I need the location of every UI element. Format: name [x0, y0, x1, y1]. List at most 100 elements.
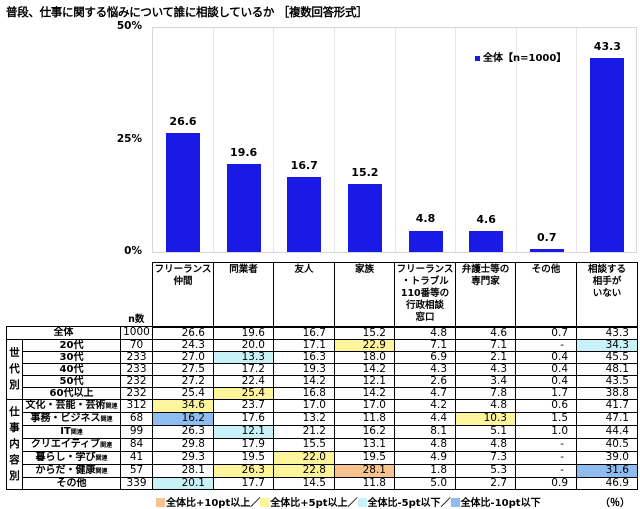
cell-value: 24.3: [152, 339, 214, 352]
row-label-text: 50代: [59, 375, 84, 387]
column-header-line: 行政相談: [405, 300, 444, 311]
cell-value: 1.8: [394, 464, 456, 478]
table-row: からだ・健康関連 57 28.1 26.3 22.8 28.1 1.8 5.3-31.6: [7, 463, 638, 478]
row-label: 50代: [22, 374, 121, 388]
row-label-text: 30代: [59, 351, 84, 363]
row-n: 68: [120, 411, 153, 426]
row-label-suffix: 関連: [100, 441, 113, 449]
cell-value: 26.3: [152, 425, 214, 439]
column-header-line: いない: [592, 288, 622, 299]
cell-value: 17.0: [334, 399, 395, 413]
column-header-line: 弁護士等の: [461, 264, 510, 275]
table-row: 世代別 20代 70 24.3 20.0 17.1 22.9 7.1 7.1-34.3: [6, 338, 638, 400]
column-header: 相談する 相手が いない: [576, 262, 638, 328]
grid-line: [394, 28, 396, 252]
legend-swatch: [156, 498, 165, 507]
row-n: 99: [120, 424, 153, 439]
row-label-text: IT: [60, 425, 71, 437]
row-n: 84: [120, 437, 153, 452]
cell-value: 0.7: [515, 326, 577, 340]
column-header: 同業者: [213, 262, 274, 328]
cell-value: 11.8: [334, 412, 395, 426]
cell-value: 5.1: [455, 425, 516, 439]
row-label-suffix: 関連: [95, 454, 108, 462]
cell-value: 15.2: [334, 326, 395, 340]
cell-value: 16.2: [152, 412, 214, 426]
bar: [469, 231, 504, 252]
grid-line: [333, 28, 335, 252]
column-header-line: 110番等の: [400, 288, 450, 299]
row-label-text: その他: [56, 477, 87, 489]
cell-value: 12.1: [334, 375, 395, 388]
cell-value: 29.3: [152, 451, 214, 465]
bar-value-label: 26.6: [169, 114, 197, 128]
column-header-line: 友人: [294, 264, 314, 275]
cell-value: 18.0: [334, 351, 395, 364]
cell-value: 4.9: [394, 451, 456, 465]
cell-value: 17.6: [213, 412, 274, 426]
bar: [529, 248, 564, 252]
cell-value: 13.1: [334, 438, 395, 452]
cell-value: 20.1: [152, 477, 214, 490]
table-row: その他 339 20.1 17.7 14.5 11.8 5.0 2.7 0.9 46.9: [7, 476, 638, 490]
legend-swatch: [475, 55, 480, 61]
column-header-line: 同業者: [229, 264, 258, 275]
cell-value: 15.5: [273, 438, 335, 452]
row-label-text: 20代: [59, 339, 84, 351]
cell-value: 1.7: [515, 387, 577, 400]
cell-value: 14.2: [273, 375, 335, 388]
column-header: 弁護士等の 専門家: [455, 262, 516, 328]
cell-value: 2.1: [455, 351, 516, 364]
cell-value: 7.1: [455, 339, 516, 352]
cell-value: 22.9: [334, 339, 395, 352]
cell-value: 17.2: [213, 363, 274, 376]
grid-line: [515, 28, 517, 252]
cell-value: 7.8: [455, 387, 516, 400]
row-label-text: からだ・健康: [35, 464, 96, 476]
bar-value-label: 19.6: [230, 146, 258, 160]
y-tick-25: 25%: [116, 133, 142, 145]
table-row: 40代 233 27.5 17.2 19.3 14.2 4.3 4.3 0.4 48.1: [7, 362, 638, 376]
legend-label: 全体比+5pt以上: [270, 498, 348, 509]
cell-value: 43.5: [576, 375, 638, 388]
row-label-text: 60代以上: [49, 387, 94, 399]
y-tick-50: 50%: [116, 20, 142, 32]
column-header-line: 家族: [354, 264, 374, 275]
row-label-text: 40代: [59, 363, 84, 375]
cell-value: 19.5: [213, 451, 274, 465]
row-label-text: 暮らし・学び: [35, 451, 96, 463]
cell-value: 4.4: [394, 412, 456, 426]
table-row-total: 全体 1000 26.6 19.6 16.7 15.2 4.8 4.6 0.7 43.3: [6, 326, 638, 340]
column-header: 家族: [334, 262, 395, 328]
cell-value: 48.1: [576, 363, 638, 376]
cell-value: -: [515, 438, 577, 452]
row-n: 1000: [120, 326, 153, 340]
cell-value: 17.1: [273, 339, 335, 352]
cell-value: 34.6: [152, 399, 214, 413]
column-header-line: ・トラブル: [401, 276, 449, 287]
cell-value: 4.8: [455, 438, 516, 452]
cell-value: 4.7: [394, 387, 456, 400]
cell-value: -: [515, 464, 577, 478]
row-label: 20代: [22, 338, 121, 352]
column-header: フリーランス ・トラブル 110番等の 行政相談 窓口: [394, 262, 456, 328]
legend-label: 全体比+10pt以上: [166, 498, 251, 509]
row-n: 41: [120, 450, 153, 465]
row-n: 232: [120, 386, 153, 400]
cell-value: 19.3: [273, 363, 335, 376]
cell-value: 23.7: [213, 399, 274, 413]
legend-label: 全体【n=1000】: [483, 53, 567, 64]
cell-value: 4.3: [455, 363, 516, 376]
column-header-line: その他: [531, 264, 561, 275]
cell-value: 17.7: [213, 477, 274, 490]
cell-value: 7.3: [455, 451, 516, 465]
cell-value: 4.2: [394, 399, 456, 413]
cell-value: 16.8: [273, 387, 335, 400]
row-label: その他: [22, 476, 121, 490]
cell-value: 27.2: [152, 375, 214, 388]
cell-value: 47.1: [576, 412, 638, 426]
table-row: 暮らし・学び関連 41 29.3 19.5 22.0 19.5 4.9 7.3-39.0: [7, 450, 638, 465]
cell-value: 46.9: [576, 477, 638, 490]
cell-value: 16.3: [273, 351, 335, 364]
corner-blank: [7, 263, 121, 327]
